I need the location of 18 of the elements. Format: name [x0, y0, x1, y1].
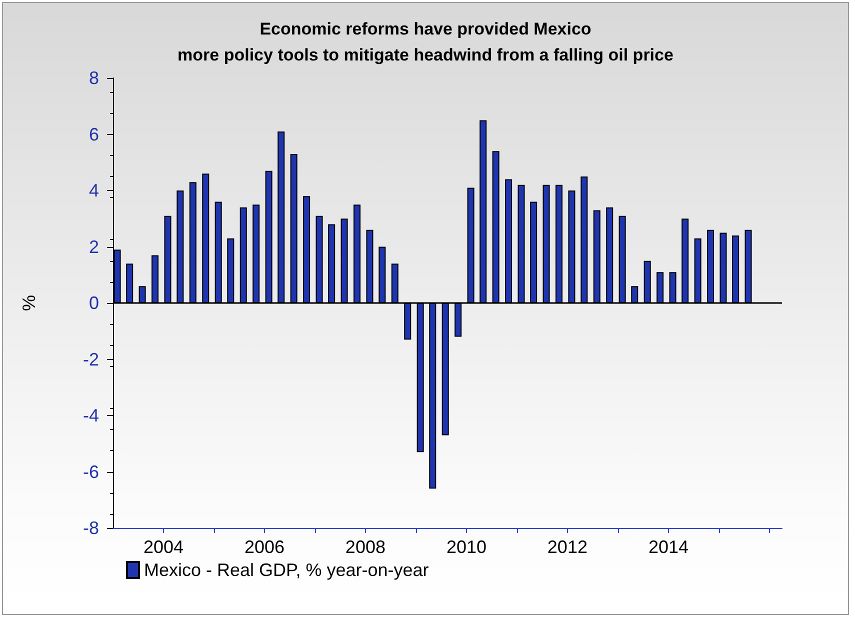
x-tick-label: 2008 [345, 537, 386, 557]
x-tick-label: 2014 [648, 537, 689, 557]
y-axis-title: % [19, 294, 39, 312]
y-tick-label: -6 [82, 462, 99, 482]
y-tick-label: 6 [88, 124, 99, 144]
legend-label: Mexico - Real GDP, % year-on-year [144, 560, 429, 580]
x-tick-label: 2006 [244, 537, 285, 557]
y-tick-label: 2 [88, 236, 99, 257]
y-tick-label: 4 [88, 180, 99, 200]
y-tick-label: -2 [82, 349, 99, 370]
y-tick-label: -8 [82, 518, 99, 538]
y-tick-label: -4 [82, 406, 99, 426]
y-tick-label: 0 [88, 293, 99, 313]
x-tick-label: 2010 [446, 537, 487, 557]
x-tick-label: 2012 [547, 537, 588, 557]
x-tick-label: 2004 [143, 537, 184, 557]
y-tick-label: 8 [88, 68, 99, 88]
chart-title: Economic reforms have provided Mexico more policy tools to mitigate headwind from a falling oil price [178, 20, 674, 64]
